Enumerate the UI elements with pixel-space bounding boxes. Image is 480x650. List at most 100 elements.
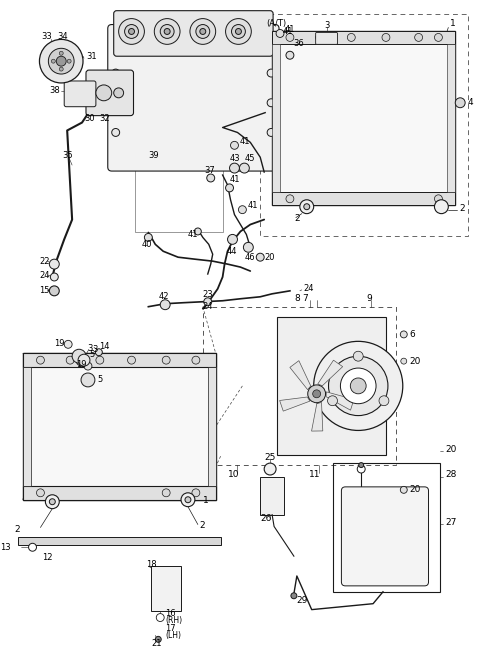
Circle shape — [59, 67, 63, 71]
Circle shape — [125, 25, 138, 38]
Bar — [334, 463, 441, 592]
Circle shape — [304, 203, 310, 210]
Circle shape — [229, 163, 240, 173]
Text: 15: 15 — [39, 287, 50, 295]
Bar — [272, 192, 455, 205]
Bar — [272, 31, 455, 44]
Bar — [260, 14, 468, 237]
Bar — [23, 486, 216, 500]
Circle shape — [72, 349, 86, 363]
Circle shape — [49, 286, 59, 296]
Circle shape — [190, 19, 216, 44]
Bar — [203, 307, 396, 465]
Text: 1: 1 — [450, 19, 456, 28]
Circle shape — [286, 33, 294, 42]
Text: 4: 4 — [467, 98, 473, 107]
Text: 28: 28 — [445, 471, 457, 480]
Text: 40: 40 — [142, 240, 152, 249]
Bar — [135, 148, 223, 233]
Bar — [23, 353, 216, 367]
Text: 9: 9 — [366, 294, 372, 304]
Circle shape — [312, 390, 321, 398]
Text: 17: 17 — [165, 624, 176, 633]
Text: 43: 43 — [229, 153, 240, 162]
Circle shape — [379, 396, 389, 406]
Circle shape — [400, 331, 407, 338]
Text: 3: 3 — [92, 344, 97, 354]
Circle shape — [200, 29, 206, 34]
Circle shape — [196, 25, 210, 38]
Circle shape — [67, 59, 71, 63]
Circle shape — [49, 259, 59, 269]
Circle shape — [264, 463, 276, 475]
Text: 1: 1 — [203, 496, 208, 505]
Circle shape — [434, 200, 448, 214]
Text: 2: 2 — [294, 214, 300, 223]
Circle shape — [400, 486, 407, 493]
Text: 14: 14 — [99, 342, 109, 351]
Text: 25: 25 — [264, 452, 276, 462]
Text: 34: 34 — [57, 32, 68, 41]
FancyBboxPatch shape — [316, 32, 337, 44]
Bar — [151, 566, 181, 610]
Text: 27: 27 — [445, 518, 457, 527]
Polygon shape — [312, 402, 323, 431]
Circle shape — [156, 614, 164, 621]
Circle shape — [286, 51, 294, 59]
Bar — [272, 31, 455, 205]
Text: 38: 38 — [49, 86, 60, 96]
Circle shape — [128, 356, 135, 364]
Text: (RH): (RH) — [165, 616, 182, 625]
Circle shape — [96, 85, 112, 101]
Circle shape — [291, 593, 297, 599]
Circle shape — [267, 99, 275, 107]
Text: 33: 33 — [41, 32, 52, 41]
Bar — [277, 317, 386, 455]
Circle shape — [236, 29, 241, 34]
Circle shape — [185, 497, 191, 502]
Circle shape — [207, 174, 215, 182]
Circle shape — [56, 56, 66, 66]
Circle shape — [231, 25, 245, 38]
Text: 42: 42 — [158, 292, 169, 302]
Text: 16: 16 — [165, 609, 176, 618]
Text: 24: 24 — [304, 284, 314, 293]
Text: 30: 30 — [84, 114, 95, 123]
FancyBboxPatch shape — [64, 81, 96, 107]
Circle shape — [192, 356, 200, 364]
Circle shape — [359, 463, 364, 467]
Circle shape — [434, 195, 443, 203]
Circle shape — [154, 19, 180, 44]
FancyBboxPatch shape — [86, 70, 133, 116]
Circle shape — [164, 29, 170, 34]
Bar — [23, 353, 216, 500]
Text: 29: 29 — [297, 596, 308, 605]
Text: 19: 19 — [76, 359, 86, 369]
Circle shape — [162, 489, 170, 497]
Circle shape — [239, 205, 246, 214]
Circle shape — [81, 373, 95, 387]
Text: 20: 20 — [445, 445, 457, 454]
Text: 2: 2 — [459, 204, 465, 213]
Circle shape — [119, 19, 144, 44]
Text: (LH): (LH) — [165, 631, 181, 640]
Text: 35: 35 — [62, 151, 73, 160]
Circle shape — [226, 184, 233, 192]
Circle shape — [455, 98, 465, 108]
Circle shape — [46, 495, 59, 509]
Text: 7: 7 — [302, 294, 308, 304]
Circle shape — [267, 129, 275, 136]
Circle shape — [181, 493, 195, 506]
Text: 6: 6 — [410, 330, 416, 339]
Circle shape — [348, 33, 355, 42]
Circle shape — [96, 349, 102, 356]
Circle shape — [78, 354, 90, 366]
Circle shape — [36, 489, 45, 497]
Bar — [447, 44, 455, 192]
Circle shape — [49, 499, 55, 504]
Text: 31: 31 — [86, 52, 96, 60]
Text: 2: 2 — [200, 521, 205, 530]
Circle shape — [243, 242, 253, 252]
Circle shape — [204, 298, 212, 305]
Circle shape — [192, 489, 200, 497]
